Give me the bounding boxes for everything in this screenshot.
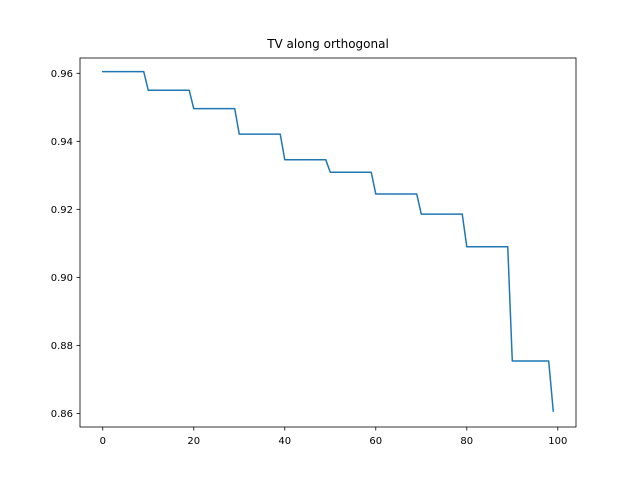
y-tick-label: 0.92 — [51, 205, 73, 216]
x-tick-label: 40 — [278, 436, 291, 447]
x-tick-label: 100 — [548, 436, 567, 447]
x-axis: 0 20 40 60 80 100 — [100, 427, 567, 447]
y-tick-label: 0.96 — [51, 69, 73, 80]
y-tick-label: 0.90 — [51, 273, 73, 284]
plot-area — [102, 70, 555, 412]
y-tick-label: 0.94 — [51, 137, 73, 148]
x-tick-label: 0 — [100, 436, 106, 447]
series-line — [102, 70, 555, 412]
y-tick-label: 0.88 — [51, 341, 73, 352]
chart-title: TV along orthogonal — [266, 37, 389, 51]
x-tick-label: 80 — [460, 436, 473, 447]
x-tick-label: 20 — [187, 436, 200, 447]
plot-frame — [79, 57, 577, 428]
y-axis: 0.86 0.88 0.90 0.92 0.94 0.96 — [51, 69, 80, 420]
y-tick-label: 0.86 — [51, 409, 73, 420]
x-tick-label: 60 — [369, 436, 382, 447]
